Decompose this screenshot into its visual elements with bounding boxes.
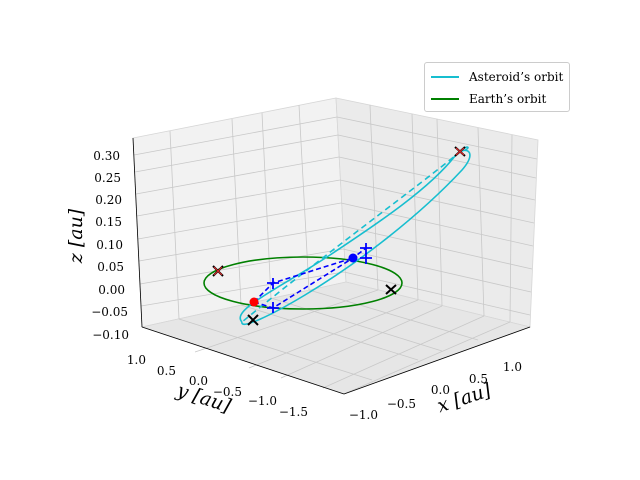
y-tick-label: −1.0: [248, 394, 277, 408]
y-axis-line: [141, 326, 345, 395]
earth-orbit-line: [203, 256, 403, 310]
grid-x-right: [369, 104, 513, 323]
z-tick-label: 0.05: [97, 260, 124, 274]
markers: [212, 146, 466, 326]
axis-edges: [132, 137, 531, 395]
grid-lines: [133, 104, 538, 395]
grid-z-right: [336, 116, 538, 316]
legend-label-asteroid: Asteroid’s orbit: [469, 70, 564, 84]
x-tick-label: 0.0: [431, 383, 450, 397]
axes-panes: [132, 97, 539, 395]
grid-floor: [178, 289, 511, 395]
y-tick-label: −0.5: [213, 385, 242, 399]
z-tick-label: −0.10: [92, 328, 129, 342]
z-axis-label: z [au]: [65, 208, 87, 264]
legend-label-earth: Earth’s orbit: [469, 92, 547, 106]
legend-item-asteroid: Asteroid’s orbit: [431, 67, 563, 87]
x-tick-label: −0.5: [387, 397, 416, 411]
x-ticks: −1.0 −0.5 0.0 0.5 1.0: [349, 360, 522, 422]
x-tick-label: 0.5: [469, 372, 488, 386]
x-axis-line: [343, 326, 531, 395]
y-tick-label: 1.0: [127, 353, 146, 367]
z-tick-label: 0.10: [96, 238, 123, 252]
asteroid-orbit-back: [241, 150, 462, 323]
legend: Asteroid’s orbit Earth’s orbit: [424, 62, 570, 112]
y-tick-label: −1.5: [279, 405, 308, 419]
z-tick-label: 0.15: [95, 215, 122, 229]
y-tick-label: 0.0: [189, 374, 208, 388]
plus-marker: [267, 243, 372, 313]
z-tick-label: 0.30: [93, 149, 120, 163]
grid-z-left: [133, 116, 345, 307]
z-tick-label: 0.00: [98, 283, 125, 297]
connection-line: [253, 247, 367, 309]
asteroid-position-dot: [348, 253, 358, 263]
y-ticks: 1.0 0.5 0.0 −0.5 −1.0 −1.5: [127, 353, 308, 419]
legend-item-earth: Earth’s orbit: [431, 89, 546, 109]
earth-position-dot: [249, 297, 259, 307]
legend-swatch-asteroid: [431, 76, 459, 78]
x-tick-label: 1.0: [503, 360, 522, 374]
legend-swatch-earth: [431, 98, 459, 100]
z-axis-line: [132, 137, 143, 328]
grid-y-left: [169, 104, 310, 320]
x-tick-label: −1.0: [349, 408, 378, 422]
z-tick-label: 0.25: [94, 171, 121, 185]
z-tick-label: −0.05: [91, 305, 128, 319]
y-tick-label: 0.5: [157, 364, 176, 378]
z-tick-label: 0.20: [95, 193, 122, 207]
red-cross-overlay: [213, 147, 465, 276]
z-ticks: 0.30 0.25 0.20 0.15 0.10 0.05 0.00 −0.05…: [91, 149, 129, 342]
